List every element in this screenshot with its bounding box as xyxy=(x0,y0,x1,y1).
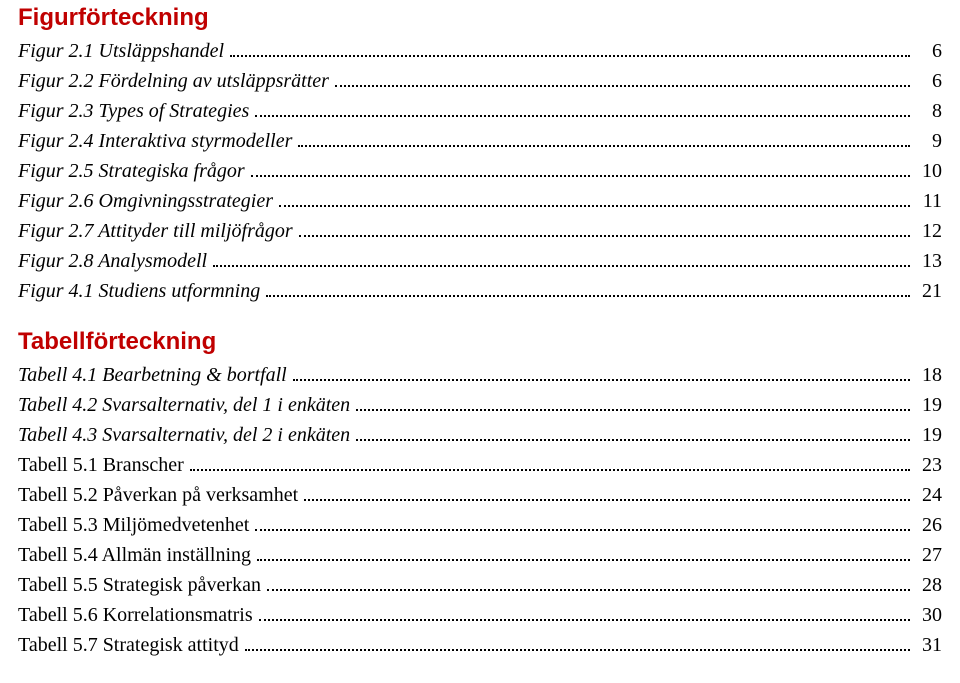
toc-row: Tabell 5.2 Påverkan på verksamhet 24 xyxy=(18,480,942,510)
toc-row: Figur 2.8 Analysmodell 13 xyxy=(18,246,942,276)
toc-page: 28 xyxy=(914,570,942,600)
toc-row: Tabell 5.5 Strategisk påverkan 28 xyxy=(18,570,942,600)
toc-row: Tabell 5.6 Korrelationsmatris 30 xyxy=(18,600,942,630)
leader-dots xyxy=(255,517,910,531)
toc-page: 18 xyxy=(914,360,942,390)
leader-dots xyxy=(190,457,910,471)
toc-page: 6 xyxy=(914,66,942,96)
toc-label: Tabell 5.6 Korrelationsmatris xyxy=(18,600,255,630)
leader-dots xyxy=(298,133,910,147)
document-page: Figurförteckning Figur 2.1 Utsläppshande… xyxy=(0,4,960,660)
leader-dots xyxy=(356,427,910,441)
toc-label: Figur 4.1 Studiens utformning xyxy=(18,276,262,306)
toc-row: Figur 4.1 Studiens utformning 21 xyxy=(18,276,942,306)
toc-page: 19 xyxy=(914,390,942,420)
toc-label: Figur 2.5 Strategiska frågor xyxy=(18,156,247,186)
toc-row: Tabell 5.1 Branscher 23 xyxy=(18,450,942,480)
leader-dots xyxy=(335,73,910,87)
leader-dots xyxy=(230,43,910,57)
leader-dots xyxy=(299,223,910,237)
leader-dots xyxy=(245,637,910,651)
toc-label: Tabell 4.2 Svarsalternativ, del 1 i enkä… xyxy=(18,390,352,420)
toc-page: 30 xyxy=(914,600,942,630)
toc-label: Tabell 5.1 Branscher xyxy=(18,450,186,480)
toc-row: Tabell 5.4 Allmän inställning 27 xyxy=(18,540,942,570)
toc-page: 8 xyxy=(914,96,942,126)
leader-dots xyxy=(251,163,910,177)
figure-list-heading: Figurförteckning xyxy=(18,4,942,32)
toc-label: Tabell 4.1 Bearbetning & bortfall xyxy=(18,360,289,390)
table-list-heading: Tabellförteckning xyxy=(18,328,942,356)
leader-dots xyxy=(279,193,910,207)
toc-row: Tabell 5.7 Strategisk attityd 31 xyxy=(18,630,942,660)
toc-label: Figur 2.8 Analysmodell xyxy=(18,246,209,276)
toc-page: 26 xyxy=(914,510,942,540)
leader-dots xyxy=(257,547,910,561)
toc-page: 9 xyxy=(914,126,942,156)
toc-label: Figur 2.7 Attityder till miljöfrågor xyxy=(18,216,295,246)
toc-row: Figur 2.7 Attityder till miljöfrågor 12 xyxy=(18,216,942,246)
toc-page: 23 xyxy=(914,450,942,480)
leader-dots xyxy=(304,487,910,501)
leader-dots xyxy=(293,367,910,381)
toc-row: Figur 2.3 Types of Strategies 8 xyxy=(18,96,942,126)
toc-label: Tabell 5.2 Påverkan på verksamhet xyxy=(18,480,300,510)
figure-list: Figur 2.1 Utsläppshandel 6 Figur 2.2 För… xyxy=(18,36,942,306)
toc-label: Tabell 4.3 Svarsalternativ, del 2 i enkä… xyxy=(18,420,352,450)
toc-page: 27 xyxy=(914,540,942,570)
leader-dots xyxy=(356,397,910,411)
toc-label: Figur 2.6 Omgivningsstrategier xyxy=(18,186,275,216)
toc-label: Figur 2.4 Interaktiva styrmodeller xyxy=(18,126,294,156)
toc-page: 24 xyxy=(914,480,942,510)
leader-dots xyxy=(267,577,910,591)
leader-dots xyxy=(255,103,910,117)
toc-row: Figur 2.2 Fördelning av utsläppsrätter 6 xyxy=(18,66,942,96)
toc-page: 21 xyxy=(914,276,942,306)
toc-row: Figur 2.4 Interaktiva styrmodeller 9 xyxy=(18,126,942,156)
leader-dots xyxy=(213,253,910,267)
toc-page: 13 xyxy=(914,246,942,276)
toc-page: 6 xyxy=(914,36,942,66)
toc-row: Figur 2.1 Utsläppshandel 6 xyxy=(18,36,942,66)
toc-label: Tabell 5.7 Strategisk attityd xyxy=(18,630,241,660)
toc-label: Tabell 5.3 Miljömedvetenhet xyxy=(18,510,251,540)
toc-label: Figur 2.1 Utsläppshandel xyxy=(18,36,226,66)
toc-row: Figur 2.6 Omgivningsstrategier 11 xyxy=(18,186,942,216)
toc-page: 19 xyxy=(914,420,942,450)
toc-label: Figur 2.3 Types of Strategies xyxy=(18,96,251,126)
toc-label: Figur 2.2 Fördelning av utsläppsrätter xyxy=(18,66,331,96)
table-list: Tabell 4.1 Bearbetning & bortfall 18 Tab… xyxy=(18,360,942,660)
toc-row: Tabell 5.3 Miljömedvetenhet 26 xyxy=(18,510,942,540)
toc-page: 31 xyxy=(914,630,942,660)
toc-row: Tabell 4.1 Bearbetning & bortfall 18 xyxy=(18,360,942,390)
leader-dots xyxy=(259,607,910,621)
toc-row: Tabell 4.2 Svarsalternativ, del 1 i enkä… xyxy=(18,390,942,420)
toc-row: Figur 2.5 Strategiska frågor 10 xyxy=(18,156,942,186)
leader-dots xyxy=(266,283,910,297)
toc-page: 11 xyxy=(914,186,942,216)
toc-page: 10 xyxy=(914,156,942,186)
toc-row: Tabell 4.3 Svarsalternativ, del 2 i enkä… xyxy=(18,420,942,450)
toc-label: Tabell 5.5 Strategisk påverkan xyxy=(18,570,263,600)
toc-page: 12 xyxy=(914,216,942,246)
toc-label: Tabell 5.4 Allmän inställning xyxy=(18,540,253,570)
